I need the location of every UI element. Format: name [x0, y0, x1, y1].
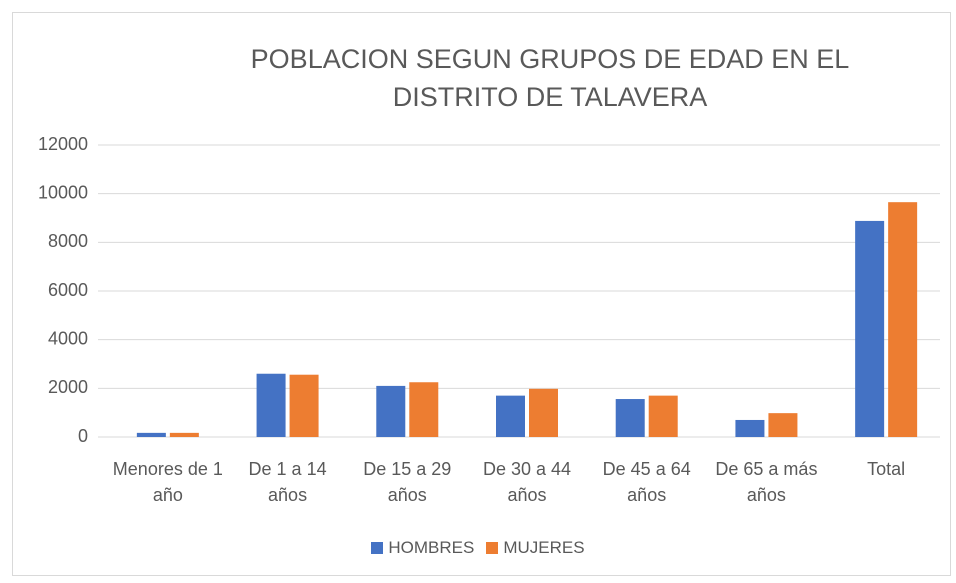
bar: [256, 373, 286, 437]
x-tick-label: Total: [867, 459, 906, 479]
bar: [529, 388, 558, 437]
bar: [289, 374, 319, 437]
y-tick-label: 8000: [48, 231, 88, 251]
bar: [768, 413, 798, 437]
legend-swatch: [486, 542, 499, 554]
legend-item: HOMBRES: [371, 538, 474, 558]
bar: [735, 419, 765, 437]
bar: [409, 382, 439, 437]
bar: [496, 395, 525, 437]
chart-title: POBLACION SEGUN GRUPOS DE EDAD EN EL DIS…: [250, 44, 850, 112]
x-tick-label: De 65 a más años: [715, 459, 818, 505]
legend-item: MUJERES: [486, 538, 585, 558]
y-tick-label: 10000: [38, 182, 88, 202]
chart-border: [12, 12, 951, 576]
bar: [888, 202, 918, 437]
y-tick-label: 2000: [48, 377, 88, 397]
legend-swatch: [371, 542, 384, 554]
bar: [648, 395, 678, 437]
x-tick-label: De 15 a 29 años: [363, 459, 452, 505]
bar: [376, 385, 406, 437]
x-tick-label: De 30 a 44 años: [482, 459, 572, 505]
x-tick-label: Menores de 1 año: [112, 459, 223, 505]
legend: HOMBRES MUJERES: [0, 538, 956, 558]
y-tick-label: 12000: [38, 134, 88, 154]
bar: [136, 432, 166, 437]
y-tick-label: 6000: [48, 280, 88, 300]
bar: [855, 220, 885, 437]
y-tick-label: 4000: [48, 328, 88, 348]
legend-label: MUJERES: [503, 538, 585, 557]
x-tick-label: De 1 a 14 años: [248, 459, 327, 505]
legend-label: HOMBRES: [388, 538, 475, 557]
bar: [615, 399, 645, 437]
bar: [169, 432, 199, 437]
y-tick-label: 0: [78, 426, 88, 446]
x-tick-label: De 45 a 64 años: [602, 459, 691, 505]
